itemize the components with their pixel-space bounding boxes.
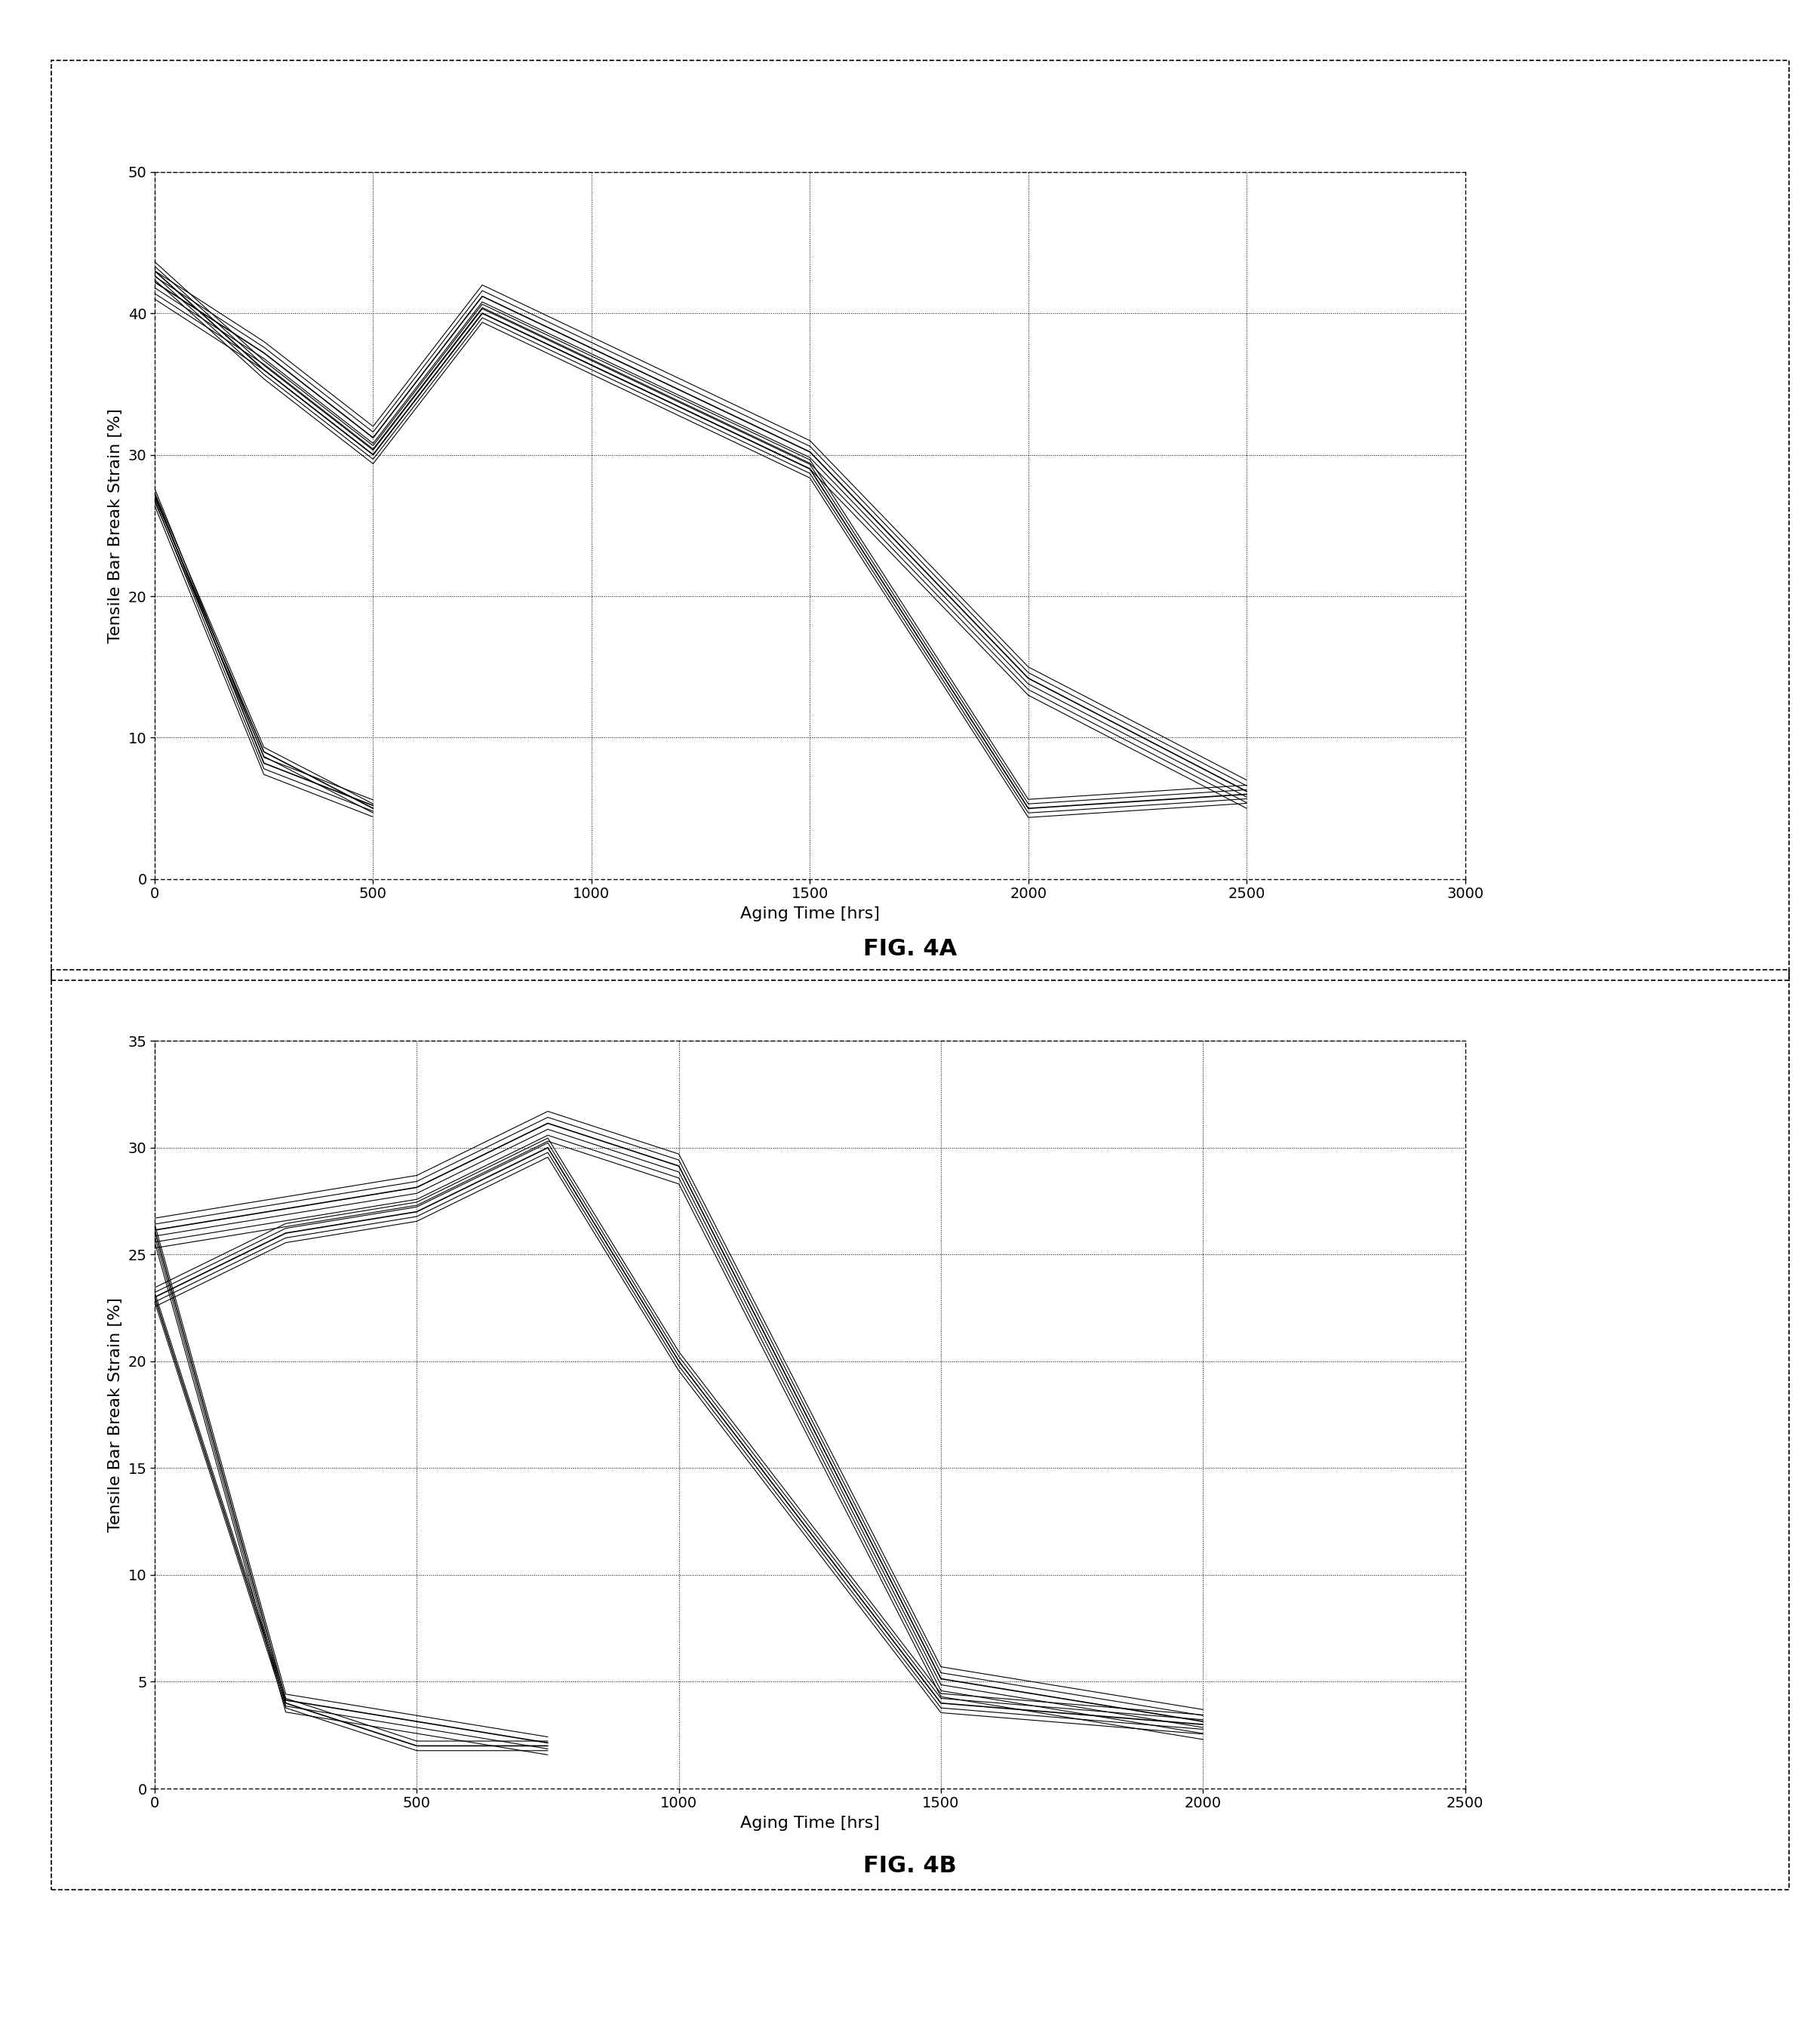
Y-axis label: Tensile Bar Break Strain [%]: Tensile Bar Break Strain [%] <box>107 1297 122 1532</box>
Text: FIG. 4A: FIG. 4A <box>863 938 957 960</box>
X-axis label: Aging Time [hrs]: Aging Time [hrs] <box>741 1817 879 1831</box>
Text: FIG. 4B: FIG. 4B <box>863 1855 957 1878</box>
X-axis label: Aging Time [hrs]: Aging Time [hrs] <box>741 907 879 922</box>
Y-axis label: Tensile Bar Break Strain [%]: Tensile Bar Break Strain [%] <box>107 408 124 643</box>
